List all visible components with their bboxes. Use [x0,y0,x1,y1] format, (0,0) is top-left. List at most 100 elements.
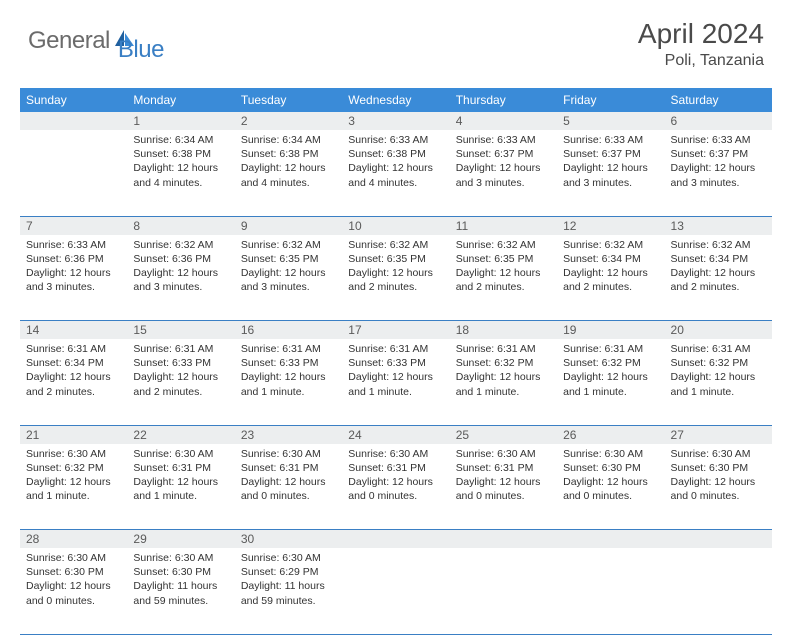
sunrise-text: Sunrise: 6:32 AM [241,238,336,252]
sunrise-text: Sunrise: 6:30 AM [348,447,443,461]
sunset-text: Sunset: 6:30 PM [133,565,228,579]
weekday-header: Saturday [665,88,772,112]
day-content: Sunrise: 6:33 AMSunset: 6:38 PMDaylight:… [342,130,449,194]
day-number-cell: 4 [450,112,557,130]
day-content: Sunrise: 6:34 AMSunset: 6:38 PMDaylight:… [235,130,342,194]
day-number-cell: 5 [557,112,664,130]
daylight-text: Daylight: 12 hours and 2 minutes. [133,370,228,398]
day-cell: Sunrise: 6:30 AMSunset: 6:30 PMDaylight:… [20,548,127,634]
day-cell: Sunrise: 6:31 AMSunset: 6:33 PMDaylight:… [342,339,449,425]
day-content: Sunrise: 6:30 AMSunset: 6:30 PMDaylight:… [127,548,234,612]
day-content: Sunrise: 6:30 AMSunset: 6:31 PMDaylight:… [342,444,449,508]
day-content: Sunrise: 6:32 AMSunset: 6:35 PMDaylight:… [342,235,449,299]
daylight-text: Daylight: 12 hours and 3 minutes. [26,266,121,294]
daylight-text: Daylight: 12 hours and 1 minute. [348,370,443,398]
day-cell [20,130,127,216]
day-cell: Sunrise: 6:32 AMSunset: 6:35 PMDaylight:… [235,235,342,321]
daylight-text: Daylight: 12 hours and 1 minute. [563,370,658,398]
week-content-row: Sunrise: 6:30 AMSunset: 6:30 PMDaylight:… [20,548,772,634]
sunset-text: Sunset: 6:35 PM [241,252,336,266]
daylight-text: Daylight: 12 hours and 1 minute. [671,370,766,398]
sunrise-text: Sunrise: 6:30 AM [26,551,121,565]
day-number-cell [20,112,127,130]
day-content: Sunrise: 6:31 AMSunset: 6:33 PMDaylight:… [127,339,234,403]
day-content: Sunrise: 6:30 AMSunset: 6:30 PMDaylight:… [665,444,772,508]
day-content: Sunrise: 6:31 AMSunset: 6:32 PMDaylight:… [557,339,664,403]
day-content: Sunrise: 6:30 AMSunset: 6:31 PMDaylight:… [127,444,234,508]
location: Poli, Tanzania [638,52,764,70]
day-content: Sunrise: 6:30 AMSunset: 6:32 PMDaylight:… [20,444,127,508]
day-cell: Sunrise: 6:33 AMSunset: 6:37 PMDaylight:… [665,130,772,216]
daylight-text: Daylight: 12 hours and 1 minute. [241,370,336,398]
sunset-text: Sunset: 6:32 PM [671,356,766,370]
daylight-text: Daylight: 12 hours and 0 minutes. [348,475,443,503]
sunrise-text: Sunrise: 6:33 AM [26,238,121,252]
weekday-header: Friday [557,88,664,112]
day-number-cell: 1 [127,112,234,130]
day-cell: Sunrise: 6:30 AMSunset: 6:31 PMDaylight:… [342,444,449,530]
weekday-header: Monday [127,88,234,112]
day-cell [557,548,664,634]
sunrise-text: Sunrise: 6:34 AM [241,133,336,147]
daylight-text: Daylight: 12 hours and 3 minutes. [671,161,766,189]
sunset-text: Sunset: 6:34 PM [26,356,121,370]
sunset-text: Sunset: 6:31 PM [348,461,443,475]
day-cell [665,548,772,634]
day-content: Sunrise: 6:31 AMSunset: 6:34 PMDaylight:… [20,339,127,403]
daynum-row: 78910111213 [20,216,772,235]
day-cell: Sunrise: 6:30 AMSunset: 6:31 PMDaylight:… [450,444,557,530]
logo-word-general: General [28,27,110,55]
daylight-text: Daylight: 12 hours and 2 minutes. [348,266,443,294]
daylight-text: Daylight: 11 hours and 59 minutes. [241,579,336,607]
daylight-text: Daylight: 12 hours and 3 minutes. [456,161,551,189]
day-cell: Sunrise: 6:31 AMSunset: 6:33 PMDaylight:… [127,339,234,425]
sunset-text: Sunset: 6:38 PM [133,147,228,161]
day-content: Sunrise: 6:31 AMSunset: 6:32 PMDaylight:… [665,339,772,403]
day-cell [450,548,557,634]
day-number-cell: 10 [342,216,449,235]
sunset-text: Sunset: 6:32 PM [26,461,121,475]
sunrise-text: Sunrise: 6:30 AM [456,447,551,461]
sunrise-text: Sunrise: 6:32 AM [133,238,228,252]
sunrise-text: Sunrise: 6:31 AM [241,342,336,356]
day-cell: Sunrise: 6:30 AMSunset: 6:30 PMDaylight:… [127,548,234,634]
calendar-table: Sunday Monday Tuesday Wednesday Thursday… [20,88,772,635]
day-cell: Sunrise: 6:30 AMSunset: 6:31 PMDaylight:… [235,444,342,530]
sunset-text: Sunset: 6:32 PM [563,356,658,370]
sunrise-text: Sunrise: 6:30 AM [133,447,228,461]
daynum-row: 14151617181920 [20,321,772,340]
week-content-row: Sunrise: 6:31 AM Sunset: 6:34 PM Daylight:… [20,339,772,425]
day-number-cell: 11 [450,216,557,235]
daynum-row: 282930 [20,530,772,549]
sunset-text: Sunset: 6:30 PM [671,461,766,475]
daylight-text: Daylight: 12 hours and 4 minutes. [133,161,228,189]
weekday-header: Thursday [450,88,557,112]
sunrise-text: Sunrise: 6:31 AM [133,342,228,356]
sunset-text: Sunset: 6:33 PM [133,356,228,370]
day-number-cell: 28 [20,530,127,549]
day-content: Sunrise: 6:30 AMSunset: 6:31 PMDaylight:… [235,444,342,508]
sunset-text: Sunset: 6:34 PM [563,252,658,266]
sunrise-text: Sunrise: 6:31 AM [563,342,658,356]
day-cell: Sunrise: 6:30 AMSunset: 6:31 PMDaylight:… [127,444,234,530]
sunrise-text: Sunrise: 6:31 AM [671,342,766,356]
day-content: Sunrise: 6:33 AMSunset: 6:37 PMDaylight:… [665,130,772,194]
day-number-cell: 14 [20,321,127,340]
day-cell: Sunrise: 6:31 AMSunset: 6:33 PMDaylight:… [235,339,342,425]
daylight-text: Daylight: 12 hours and 0 minutes. [456,475,551,503]
sunrise-text: Sunrise: 6:33 AM [671,133,766,147]
day-content: Sunrise: 6:30 AMSunset: 6:30 PMDaylight:… [20,548,127,612]
day-number-cell: 30 [235,530,342,549]
sunrise-text: Sunrise: 6:31 AM [348,342,443,356]
day-number-cell: 9 [235,216,342,235]
month-title: April 2024 [638,18,764,50]
sunset-text: Sunset: 6:31 PM [241,461,336,475]
day-content: Sunrise: 6:30 AMSunset: 6:30 PMDaylight:… [557,444,664,508]
sunset-text: Sunset: 6:30 PM [26,565,121,579]
day-number-cell: 20 [665,321,772,340]
day-number-cell: 29 [127,530,234,549]
day-content: Sunrise: 6:32 AMSunset: 6:34 PMDaylight:… [665,235,772,299]
weekday-header: Sunday [20,88,127,112]
week-content-row: Sunrise: 6:34 AMSunset: 6:38 PMDaylight:… [20,130,772,216]
day-cell: Sunrise: 6:32 AMSunset: 6:36 PMDaylight:… [127,235,234,321]
